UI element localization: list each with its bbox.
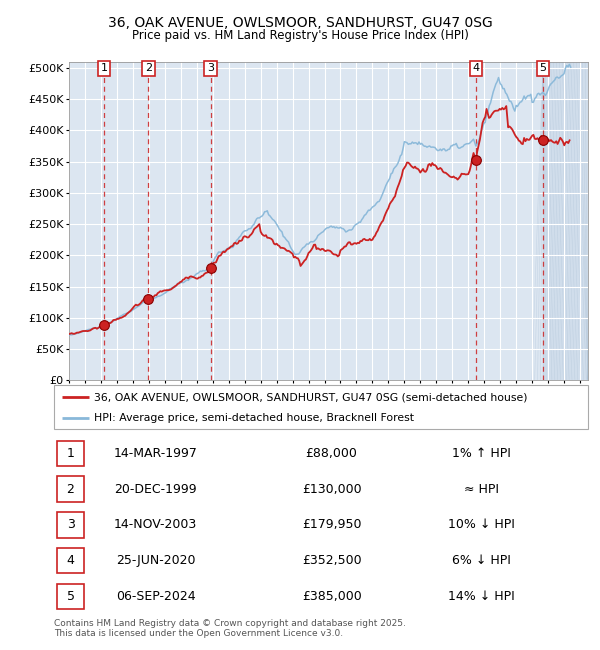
FancyBboxPatch shape [56,584,85,609]
FancyBboxPatch shape [56,512,85,538]
Text: 20-DEC-1999: 20-DEC-1999 [114,482,197,495]
Text: 2: 2 [67,482,74,495]
Text: 1: 1 [67,447,74,460]
Text: 3: 3 [207,63,214,73]
Bar [543,62,588,380]
Text: £88,000: £88,000 [306,447,358,460]
Text: 14% ↓ HPI: 14% ↓ HPI [448,590,515,603]
Text: £352,500: £352,500 [302,554,361,567]
Text: 6% ↓ HPI: 6% ↓ HPI [452,554,511,567]
Text: 25-JUN-2020: 25-JUN-2020 [116,554,195,567]
Text: 4: 4 [472,63,479,73]
Text: 36, OAK AVENUE, OWLSMOOR, SANDHURST, GU47 0SG: 36, OAK AVENUE, OWLSMOOR, SANDHURST, GU4… [107,16,493,31]
Text: 1: 1 [100,63,107,73]
Text: £385,000: £385,000 [302,590,362,603]
Text: Contains HM Land Registry data © Crown copyright and database right 2025.
This d: Contains HM Land Registry data © Crown c… [54,619,406,638]
Text: 1% ↑ HPI: 1% ↑ HPI [452,447,511,460]
Text: 3: 3 [67,519,74,532]
Text: ≈ HPI: ≈ HPI [464,482,499,495]
Text: HPI: Average price, semi-detached house, Bracknell Forest: HPI: Average price, semi-detached house,… [94,413,414,423]
FancyBboxPatch shape [56,548,85,573]
Text: £179,950: £179,950 [302,519,361,532]
Text: 5: 5 [67,590,74,603]
Text: 14-NOV-2003: 14-NOV-2003 [114,519,197,532]
Text: 10% ↓ HPI: 10% ↓ HPI [448,519,515,532]
Text: 2: 2 [145,63,152,73]
Text: Price paid vs. HM Land Registry's House Price Index (HPI): Price paid vs. HM Land Registry's House … [131,29,469,42]
Text: 36, OAK AVENUE, OWLSMOOR, SANDHURST, GU47 0SG (semi-detached house): 36, OAK AVENUE, OWLSMOOR, SANDHURST, GU4… [94,392,527,402]
Text: 4: 4 [67,554,74,567]
Text: 14-MAR-1997: 14-MAR-1997 [113,447,197,460]
Text: 06-SEP-2024: 06-SEP-2024 [116,590,195,603]
FancyBboxPatch shape [56,476,85,502]
Text: 5: 5 [539,63,547,73]
Text: £130,000: £130,000 [302,482,361,495]
FancyBboxPatch shape [56,441,85,466]
